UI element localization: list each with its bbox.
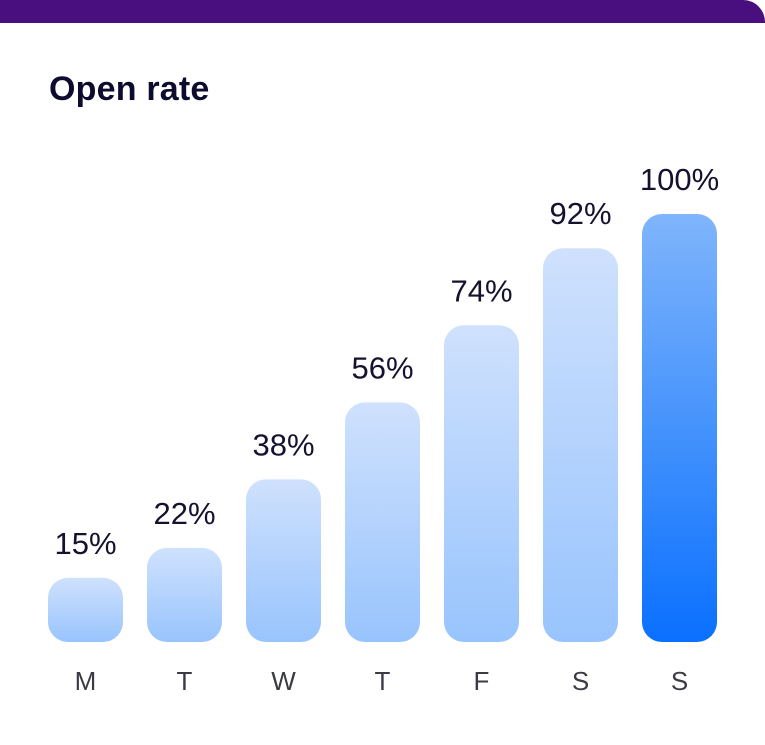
category-label-1: T [177, 666, 193, 696]
bar-value-label-1: 22% [153, 496, 215, 531]
bar-5 [543, 248, 618, 643]
value-labels-group: 15% 22% 38% 56% 74% 92% 100% [54, 162, 719, 561]
chart-title: Open rate [49, 70, 210, 108]
category-label-0: M [75, 666, 97, 696]
category-label-5: S [572, 666, 589, 696]
bar-4 [444, 325, 519, 642]
bar-value-label-2: 38% [252, 427, 314, 462]
bars-group [48, 214, 717, 643]
card-accent-bar [0, 0, 765, 23]
bar-value-label-5: 92% [549, 196, 611, 231]
category-label-2: W [271, 666, 296, 696]
bar-value-label-0: 15% [54, 526, 116, 561]
bar-value-label-6: 100% [640, 162, 719, 197]
bar-value-label-4: 74% [450, 273, 512, 308]
bar-1 [147, 547, 222, 642]
category-label-4: F [474, 666, 490, 696]
bar-0 [48, 577, 123, 642]
bar-2 [246, 479, 321, 642]
bar-value-label-3: 56% [351, 350, 413, 385]
bar-6 [642, 214, 717, 642]
category-label-3: T [375, 666, 391, 696]
bar-3 [345, 402, 420, 642]
category-label-6: S [671, 666, 688, 696]
